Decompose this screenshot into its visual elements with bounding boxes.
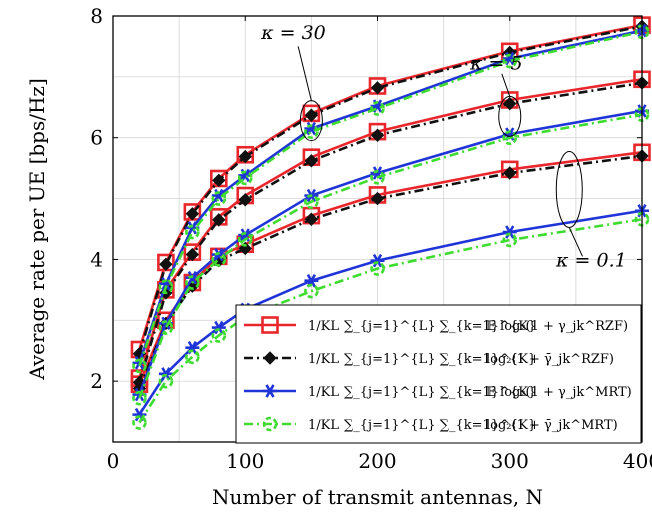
data-point: [370, 81, 385, 95]
data-point: [159, 257, 173, 272]
data-point: [238, 241, 252, 256]
data-point: [502, 232, 518, 248]
series-line: [138, 218, 643, 424]
series-line: [138, 154, 643, 389]
x-tick-label: 300: [491, 449, 529, 473]
y-tick-label: 2: [90, 369, 103, 393]
legend-expression: log₂(1 + γ̄_jk^MRT): [486, 418, 618, 433]
x-tick-label: 200: [358, 449, 396, 473]
data-point: [158, 320, 174, 335]
legend-sum: ∑_{j=1}^{L} ∑_{k=1}^{K}: [344, 418, 536, 433]
legend-sum: ∑_{j=1}^{L} ∑_{k=1}^{K}: [344, 352, 536, 367]
data-point: [261, 316, 279, 334]
y-tick-label: 8: [90, 4, 103, 28]
data-point: [238, 193, 252, 207]
data-point: [262, 416, 278, 432]
data-point: [502, 53, 518, 69]
series-line: [138, 30, 643, 367]
data-point: [211, 320, 226, 335]
data-point: [370, 261, 385, 276]
kappa-0-1-leader: [568, 227, 583, 257]
data-point: [370, 101, 385, 116]
data-point: [502, 225, 517, 239]
legend: 1/KL ∑_{j=1}^{L} ∑_{k=1}^{K}𝔼 log₂(1 + γ_…: [235, 304, 642, 444]
legend-expression: 𝔼 log₂(1 + γ_jk^RZF): [486, 319, 628, 334]
data-point: [158, 373, 174, 389]
series-line: [138, 113, 643, 399]
axis-ticks: 0 100 200 300 400 2 4 6 8: [90, 4, 652, 473]
data-point: [304, 283, 319, 299]
data-point: [158, 279, 174, 295]
annotations: κ = 30 κ = 5 κ = 0.1: [260, 22, 627, 272]
legend-fraction: 1/KL: [308, 319, 339, 334]
y-axis-title: Average rate per UE [bps/Hz]: [25, 78, 49, 381]
legend-fraction: 1/KL: [308, 418, 339, 433]
data-point: [502, 130, 518, 146]
data-point: [370, 169, 385, 185]
kappa-30-label: κ = 30: [260, 22, 326, 44]
legend-fraction: 1/KL: [308, 352, 339, 367]
data-point: [263, 351, 277, 365]
kappa-0-1-label: κ = 0.1: [555, 250, 627, 272]
x-tick-label: 0: [107, 449, 120, 473]
data-point: [304, 154, 319, 168]
data-point: [237, 232, 253, 247]
data-point: [503, 166, 517, 180]
data-point: [370, 128, 385, 142]
data-point: [185, 275, 200, 290]
legend-entry-2: 1/KL ∑_{j=1}^{L} ∑_{k=1}^{K}log₂(1 + γ̄_j…: [244, 351, 614, 367]
data-point: [211, 252, 227, 267]
data-point: [304, 212, 319, 226]
legend-entry-4: 1/KL ∑_{j=1}^{L} ∑_{k=1}^{K}log₂(1 + γ̄_j…: [244, 416, 618, 433]
data-point: [212, 213, 226, 227]
legend-entry-3: 1/KL ∑_{j=1}^{L} ∑_{k=1}^{K}𝔼 log₂(1 + γ_…: [244, 384, 632, 400]
data-point: [237, 170, 253, 186]
x-axis-title: Number of transmit antennas, N: [212, 485, 543, 509]
data-point: [304, 124, 319, 139]
data-point: [185, 207, 200, 221]
data-point: [185, 224, 200, 240]
data-point: [211, 328, 227, 343]
legend-entry-1: 1/KL ∑_{j=1}^{L} ∑_{k=1}^{K}𝔼 log₂(1 + γ_…: [244, 316, 628, 334]
legend-expression: log₂(1 + γ̄_jk^RZF): [486, 352, 614, 367]
kappa-30-leader: [297, 46, 312, 101]
data-point: [370, 253, 385, 268]
series-4: [132, 24, 650, 430]
data-point: [185, 349, 200, 365]
data-point: [263, 384, 277, 398]
data-point: [304, 108, 319, 122]
legend-fraction: 1/KL: [308, 385, 339, 400]
data-point: [370, 191, 385, 206]
y-tick-label: 4: [90, 247, 103, 271]
data-point: [132, 358, 147, 374]
legend-sum: ∑_{j=1}^{L} ∑_{k=1}^{K}: [344, 385, 536, 400]
legend-expression: 𝔼 log₂(1 + γ_jk^MRT): [486, 385, 632, 400]
data-point: [132, 415, 147, 430]
x-tick-label: 400: [623, 449, 652, 473]
data-point: [212, 173, 226, 188]
kappa-5-leader: [501, 73, 511, 97]
legend-sum: ∑_{j=1}^{L} ∑_{k=1}^{K}: [344, 319, 536, 334]
kappa-5-label: κ = 5: [469, 53, 523, 75]
data-point: [132, 390, 147, 406]
data-point: [503, 96, 517, 111]
data-point: [304, 194, 319, 209]
data-point: [185, 247, 200, 262]
data-point: [211, 191, 227, 206]
data-point: [158, 367, 173, 381]
data-point: [238, 149, 252, 164]
x-tick-label: 100: [226, 449, 264, 473]
y-tick-label: 6: [90, 126, 103, 150]
legend-box: [235, 304, 642, 444]
